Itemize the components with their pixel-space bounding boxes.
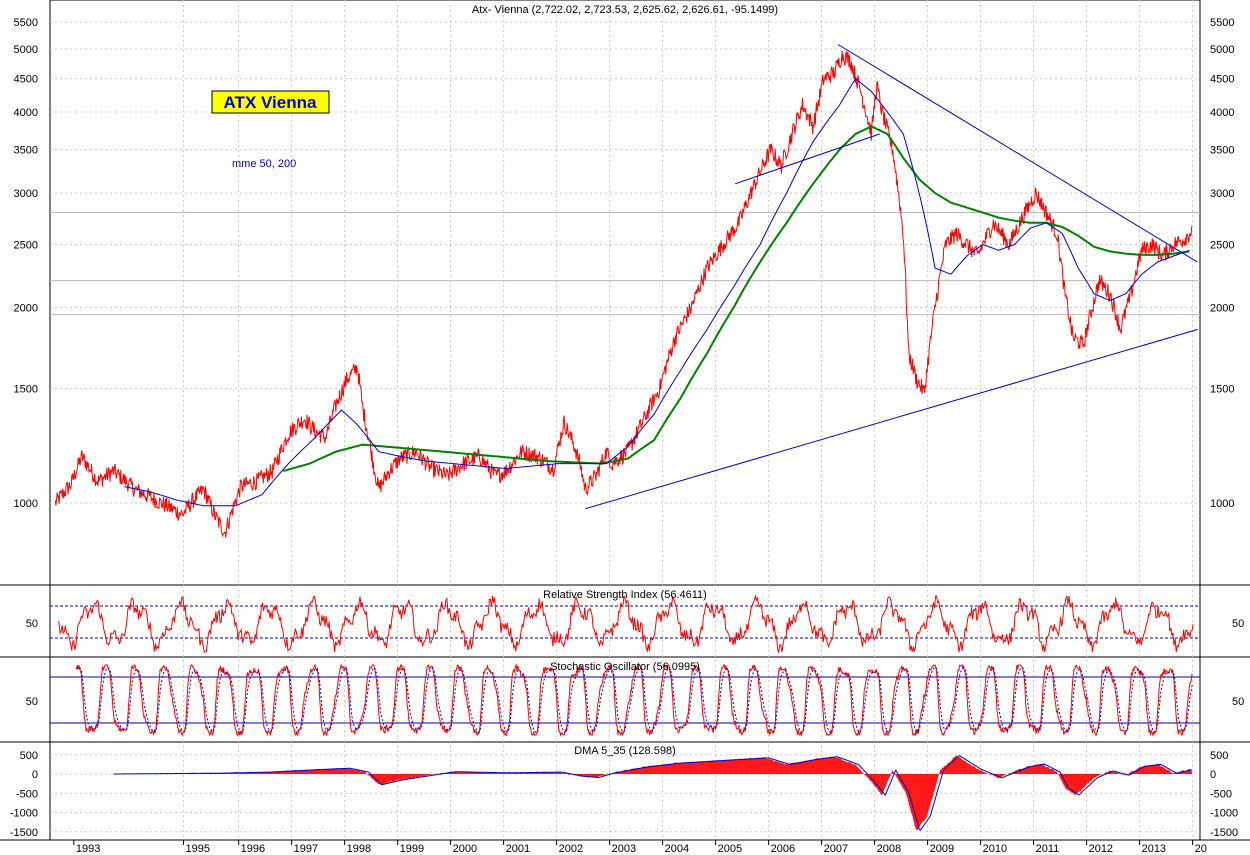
dma-title: DMA 5_35 (128.598) <box>574 745 676 757</box>
price-axis-right: 1000 1500 2000 2500 3000 3500 4000 4500 5000 5500 <box>1210 17 1234 510</box>
rsi-title: Relative Strength Index (56.4611) <box>543 589 707 601</box>
dma-tick-label-right: 0 <box>1210 769 1216 781</box>
x-tick-label: 2003 <box>612 843 636 855</box>
trendline-rising-support <box>585 329 1198 510</box>
label-box <box>211 90 330 114</box>
x-tick-label: 2009 <box>930 843 954 855</box>
dma-tick-label: 0 <box>32 769 38 781</box>
dma-tick-label-right: -500 <box>1210 788 1232 800</box>
dma-tick-label: -500 <box>16 788 38 800</box>
chart-subtitle: mme 50, 200 <box>232 158 296 170</box>
x-tick-label: 2000 <box>453 843 477 855</box>
y-tick-label: 4500 <box>14 74 38 86</box>
dma-panel: DMA 5_35 (128.598) 500 500 0 0 -500 -500 -1000… <box>10 745 1238 839</box>
y-tick-label-right: 2000 <box>1210 302 1234 314</box>
rsi-panel: Relative Strength Index (56.4611) 50 50 <box>26 589 1244 654</box>
trendline-descending-resistance <box>837 44 1198 263</box>
reference-levels <box>50 212 1200 316</box>
rsi-tick-right: 50 <box>1232 618 1244 630</box>
x-tick-label: 2006 <box>771 843 795 855</box>
x-tick-label: 2012 <box>1089 843 1113 855</box>
x-tick-label: 2002 <box>559 843 583 855</box>
y-tick-label-right: 3000 <box>1210 188 1234 200</box>
y-tick-label: 4000 <box>14 107 38 119</box>
x-tick-label: 2007 <box>824 843 848 855</box>
y-tick-label: 3000 <box>14 188 38 200</box>
dma-tick-label-right: 500 <box>1210 750 1228 762</box>
ma50-series-line <box>124 77 1190 507</box>
x-tick-label: 2004 <box>665 843 689 855</box>
x-tick-label: 1996 <box>241 843 265 855</box>
y-tick-label: 5500 <box>14 17 38 29</box>
dma-tick-label-right: -1000 <box>1210 808 1238 820</box>
price-series-line <box>54 50 1193 538</box>
ma200-series-line <box>282 125 1190 472</box>
label-box-text: ATX Vienna <box>224 93 317 112</box>
trendline-upper-channel <box>735 133 881 185</box>
stochastic-tick-right: 50 <box>1232 696 1244 708</box>
stochastic-title: Stochastic Oscillator (56.0995) <box>550 661 700 673</box>
rsi-tick-left: 50 <box>26 618 38 630</box>
y-tick-label-right: 4000 <box>1210 107 1234 119</box>
y-tick-label: 3500 <box>14 145 38 157</box>
x-tick-label: 1993 <box>76 843 100 855</box>
x-tick-label: 1999 <box>400 843 424 855</box>
stochastic-d-line <box>76 666 1194 734</box>
dma-tick-label: -1000 <box>10 808 38 820</box>
y-tick-label-right: 1000 <box>1210 498 1234 510</box>
x-tick-label: 2001 <box>506 843 530 855</box>
y-tick-label-right: 5000 <box>1210 44 1234 56</box>
dma-tick-label: -1500 <box>10 827 38 839</box>
y-tick-label: 2500 <box>14 240 38 252</box>
x-tick-label: 2005 <box>718 843 742 855</box>
stochastic-tick-left: 50 <box>26 696 38 708</box>
dma-tick-label: 500 <box>20 750 38 762</box>
dma-tick-label-right: -1500 <box>1210 827 1238 839</box>
x-tick-label: 20 <box>1195 843 1207 855</box>
x-tick-label: 2008 <box>877 843 901 855</box>
dma-signal-line <box>113 754 1192 831</box>
dma-area <box>113 755 1193 831</box>
rsi-series-line <box>57 594 1194 654</box>
vertical-grid <box>183 0 1194 840</box>
x-tick-label: 2013 <box>1142 843 1166 855</box>
y-tick-label: 1500 <box>14 384 38 396</box>
stochastic-k-line <box>76 663 1193 737</box>
x-tick-label: 1995 <box>186 843 210 855</box>
y-tick-label-right: 1500 <box>1210 384 1234 396</box>
chart-title: Atx- Vienna (2,722.02, 2,723.53, 2,625.6… <box>472 4 778 16</box>
y-tick-label-right: 5500 <box>1210 17 1234 29</box>
y-tick-label: 2000 <box>14 302 38 314</box>
x-axis: 1993 1995 1996 1997 1998 1999 2000 2001 2002 2003… <box>73 840 1207 855</box>
x-tick-label: 2010 <box>983 843 1007 855</box>
y-tick-label: 1000 <box>14 498 38 510</box>
x-tick-label: 2011 <box>1036 843 1060 855</box>
y-tick-label-right: 3500 <box>1210 145 1234 157</box>
y-tick-label-right: 4500 <box>1210 74 1234 86</box>
x-tick-label: 1998 <box>347 843 371 855</box>
price-axis-left: 1000 1500 2000 2500 3000 3500 4000 4500 5000 5500 <box>14 17 38 510</box>
y-tick-label-right: 2500 <box>1210 240 1234 252</box>
x-tick-label: 1997 <box>294 843 318 855</box>
stochastic-panel: Stochastic Oscillator (56.0995) 50 50 <box>26 661 1244 737</box>
y-tick-label: 5000 <box>14 44 38 56</box>
